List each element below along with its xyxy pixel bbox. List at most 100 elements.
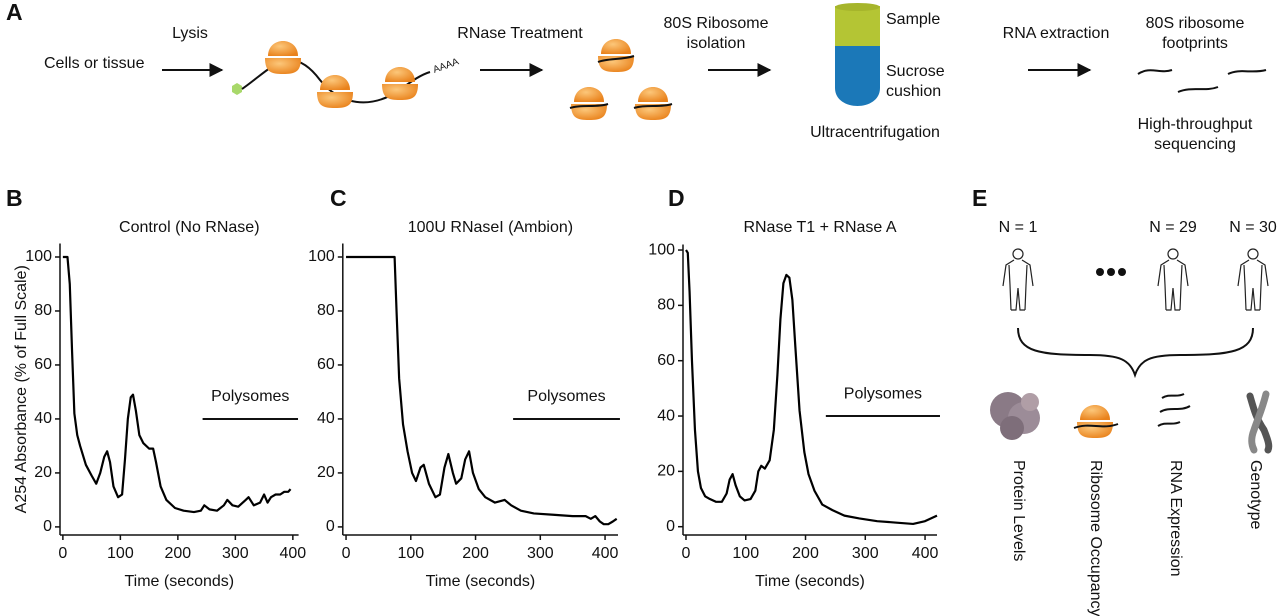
chromosome [1248,390,1270,454]
step-label: RNase Treatment [457,25,583,42]
x-tick-label: 200 [792,545,819,562]
ribosome [635,87,671,120]
count-label: N = 30 [1229,219,1277,236]
panel-letter: B [6,185,23,211]
poly-a: AAAA [432,56,461,76]
annotation-label: Polysomes [211,388,289,405]
panel-letter: E [972,185,987,211]
x-tick-label: 300 [852,545,879,562]
ribosome [382,67,418,100]
x-tick-label: 100 [732,545,759,562]
panel-letter: A [6,0,23,25]
chart-title: Control (No RNase) [119,219,259,236]
x-tick-label: 200 [165,545,192,562]
x-tick-label: 400 [912,545,939,562]
ellipsis [1096,268,1126,276]
y-tick-label: 80 [657,297,675,314]
tube-label: cushion [886,83,941,100]
rna-icon [1157,393,1191,427]
annotation-label: Polysomes [527,388,605,405]
y-axis-label: A254 Absorbance (% of Full Scale) [13,265,30,513]
y-tick-label: 40 [657,407,675,424]
data-line [346,255,618,526]
y-tick-label: 0 [326,518,335,535]
x-tick-label: 100 [397,545,424,562]
tube-top [835,3,880,11]
ribosome [598,39,634,72]
y-tick-label: 0 [666,518,675,535]
footprint [1137,69,1173,75]
person [1157,248,1189,311]
fragment [597,55,635,63]
count-label: N = 1 [999,219,1038,236]
brace [1017,327,1254,379]
step-label: RNA extraction [1003,25,1110,42]
y-tick-label: 100 [648,241,675,258]
tube-label: Sucrose [886,63,945,80]
cap [232,83,242,95]
person [1002,248,1034,311]
x-tick-label: 400 [592,545,619,562]
x-tick-label: 200 [462,545,489,562]
step-label: isolation [687,35,746,52]
panel-letter: D [668,185,685,211]
panel-letter: C [330,185,347,211]
y-tick-label: 20 [657,463,675,480]
x-tick-label: 100 [107,545,134,562]
x-axis-label: Time (seconds) [755,573,865,590]
x-axis-label: Time (seconds) [124,573,234,590]
x-tick-label: 0 [342,545,351,562]
step-label: 80S Ribosome [664,15,769,32]
tube-label: Sample [886,11,940,28]
footprint [1177,86,1219,93]
y-tick-label: 60 [317,356,335,373]
data-line [62,255,292,514]
data-type-label: Genotype [1247,460,1264,529]
x-tick-label: 400 [279,545,306,562]
ribosome [1077,405,1113,438]
x-tick-label: 0 [58,545,67,562]
final-label: sequencing [1154,136,1236,153]
protein-icon [990,392,1040,440]
tube-sample [835,6,880,46]
count-label: N = 29 [1149,219,1197,236]
y-tick-label: 0 [43,518,52,535]
annotation-label: Polysomes [844,385,922,402]
y-tick-label: 20 [317,464,335,481]
y-tick-label: 60 [657,352,675,369]
y-tick-label: 100 [25,248,52,265]
ribosome [571,87,607,120]
result-label: 80S ribosome [1146,15,1245,32]
chart-title: RNase T1 + RNase A [743,219,896,236]
y-tick-label: 40 [34,410,52,427]
y-tick-label: 20 [34,464,52,481]
data-type-label: RNA Expression [1167,460,1184,577]
person [1237,248,1269,311]
ribosome [265,41,301,74]
tube-cushion [835,45,880,106]
y-tick-label: 60 [34,356,52,373]
fragment [1073,423,1119,429]
x-tick-label: 300 [527,545,554,562]
footprint [1227,69,1267,75]
start-label: Cells or tissue [44,55,145,72]
data-line [685,249,938,526]
x-axis-label: Time (seconds) [426,573,536,590]
ribosome [317,75,353,108]
result-label: footprints [1162,35,1228,52]
y-tick-label: 80 [317,302,335,319]
y-tick-label: 100 [308,248,335,265]
final-label: High-throughput [1138,116,1253,133]
x-tick-label: 300 [222,545,249,562]
chart-title: 100U RNaseI (Ambion) [408,219,573,236]
data-type-label: Protein Levels [1010,460,1027,561]
step-label: Lysis [172,25,208,42]
y-tick-label: 40 [317,410,335,427]
fragment [569,103,609,109]
data-type-label: Ribosome Occupancy [1087,460,1104,616]
x-tick-label: 0 [682,545,691,562]
fragment [633,103,673,109]
chromosome [1246,392,1273,454]
